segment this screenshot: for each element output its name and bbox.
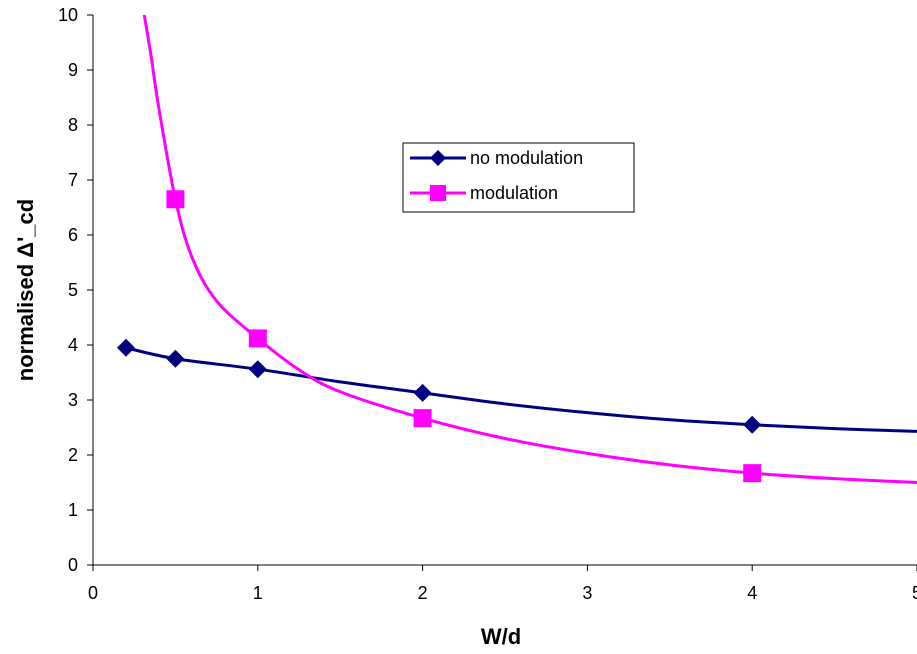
legend-label-modulation: modulation xyxy=(470,183,558,203)
legend-entry-modulation: modulation xyxy=(410,183,558,203)
y-tick-label: 0 xyxy=(68,555,78,575)
x-tick-label: 0 xyxy=(88,583,98,603)
legend-marker-diamond xyxy=(430,150,446,166)
x-tick-label: 5 xyxy=(912,583,917,603)
legend-entry-no-modulation: no modulation xyxy=(410,148,583,168)
series-line-no-modulation xyxy=(125,346,917,433)
y-tick-label: 9 xyxy=(68,60,78,80)
markers-layer xyxy=(116,190,762,483)
legend-marker-square xyxy=(430,185,446,201)
legend: no modulation modulation xyxy=(402,142,635,213)
x-tick-label: 1 xyxy=(253,583,263,603)
x-tick-label: 4 xyxy=(747,583,757,603)
y-tick-label: 1 xyxy=(68,500,78,520)
y-tick-label: 6 xyxy=(68,225,78,245)
x-tick-label: 3 xyxy=(582,583,592,603)
x-axis-title: W/d xyxy=(481,624,521,649)
y-tick-label: 7 xyxy=(68,170,78,190)
data-point-no-modulation xyxy=(413,383,432,402)
x-axis-ticks: 0 1 2 3 4 5 xyxy=(88,565,917,603)
axes xyxy=(92,15,917,566)
data-point-no-modulation xyxy=(116,338,135,357)
data-point-modulation xyxy=(413,409,432,428)
data-point-modulation xyxy=(166,190,185,209)
y-tick-label: 8 xyxy=(68,115,78,135)
y-tick-label: 4 xyxy=(68,335,78,355)
y-axis-ticks: 0 1 2 3 4 5 6 7 8 9 10 xyxy=(58,5,93,575)
legend-label-no-modulation: no modulation xyxy=(470,148,583,168)
series-line-modulation xyxy=(142,15,917,484)
data-point-no-modulation xyxy=(248,360,267,379)
y-tick-label: 3 xyxy=(68,390,78,410)
y-axis-title: normalised Δ'_cd xyxy=(13,199,38,381)
y-tick-label: 10 xyxy=(58,5,78,25)
y-tick-label: 2 xyxy=(68,445,78,465)
x-tick-label: 2 xyxy=(418,583,428,603)
data-point-no-modulation xyxy=(166,349,185,368)
y-tick-label: 5 xyxy=(68,280,78,300)
data-point-modulation xyxy=(248,329,267,348)
data-point-no-modulation xyxy=(743,415,762,434)
data-point-modulation xyxy=(743,464,762,483)
series-layer xyxy=(125,15,917,484)
